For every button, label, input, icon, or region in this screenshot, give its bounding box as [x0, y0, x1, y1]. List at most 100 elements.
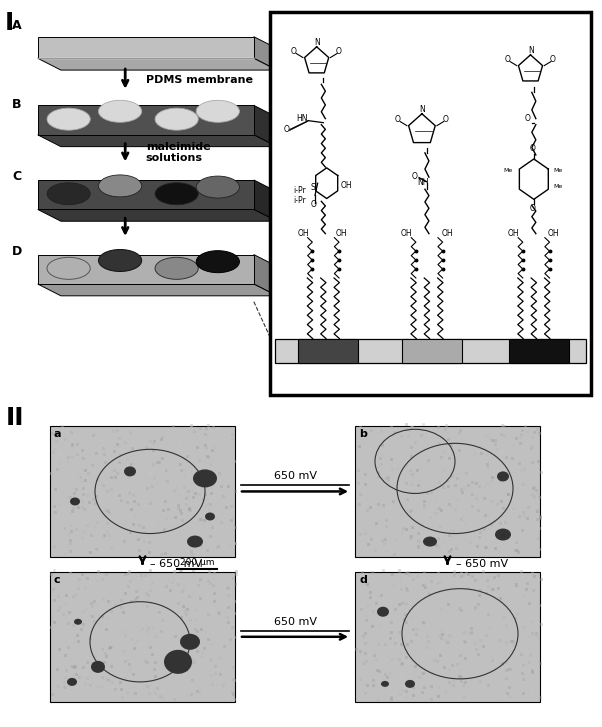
Bar: [163, 528, 166, 531]
Bar: [376, 669, 379, 672]
Bar: [405, 690, 408, 693]
Bar: [370, 430, 373, 433]
Bar: [83, 508, 86, 511]
Bar: [521, 637, 524, 640]
Bar: [409, 518, 412, 521]
Bar: [190, 694, 193, 696]
Bar: [50, 571, 235, 702]
Bar: [479, 638, 482, 642]
Bar: [230, 505, 233, 508]
Bar: [460, 675, 463, 679]
Bar: [203, 505, 206, 508]
Bar: [490, 481, 493, 484]
Bar: [424, 587, 427, 590]
Bar: [431, 622, 434, 624]
Bar: [216, 684, 219, 687]
Bar: [388, 506, 391, 509]
Bar: [412, 628, 415, 631]
Bar: [481, 658, 484, 661]
Bar: [494, 443, 497, 446]
Bar: [165, 469, 168, 472]
Bar: [216, 546, 219, 549]
Bar: [475, 497, 478, 500]
Bar: [76, 587, 79, 590]
Bar: [483, 528, 486, 531]
Bar: [365, 660, 368, 663]
Bar: [471, 493, 474, 496]
Bar: [214, 672, 217, 675]
Bar: [172, 526, 175, 529]
Bar: [210, 474, 213, 477]
Bar: [149, 502, 152, 505]
Bar: [483, 497, 486, 500]
Bar: [404, 460, 407, 463]
Bar: [61, 425, 64, 428]
Bar: [208, 507, 211, 510]
Bar: [409, 446, 412, 449]
Bar: [447, 438, 450, 441]
Bar: [226, 587, 229, 590]
Bar: [114, 473, 117, 475]
Bar: [362, 635, 365, 638]
Bar: [492, 578, 495, 581]
Bar: [167, 507, 170, 510]
Bar: [511, 509, 514, 512]
Bar: [528, 661, 531, 664]
Bar: [191, 569, 194, 571]
Bar: [405, 614, 408, 616]
Bar: [532, 486, 535, 489]
Bar: [382, 504, 385, 507]
Bar: [441, 506, 444, 510]
Bar: [154, 661, 157, 664]
Bar: [391, 467, 394, 471]
Bar: [107, 510, 110, 513]
Bar: [369, 596, 372, 599]
Bar: [151, 582, 154, 585]
Bar: [491, 480, 494, 483]
Bar: [521, 672, 524, 675]
Bar: [394, 642, 397, 645]
Bar: [456, 662, 459, 666]
Bar: [389, 698, 393, 701]
Bar: [152, 442, 155, 445]
Bar: [452, 683, 455, 687]
Bar: [92, 434, 95, 437]
Bar: [196, 650, 199, 653]
Bar: [86, 661, 89, 664]
Bar: [428, 433, 431, 436]
Bar: [405, 481, 408, 485]
Bar: [520, 653, 523, 656]
Bar: [225, 522, 228, 525]
Bar: [474, 452, 477, 455]
Bar: [214, 664, 217, 667]
Bar: [379, 457, 382, 460]
Bar: [365, 619, 368, 622]
Bar: [81, 520, 84, 523]
Bar: [529, 654, 532, 656]
Bar: [523, 514, 526, 517]
Bar: [364, 692, 367, 695]
Bar: [147, 627, 150, 630]
Bar: [414, 441, 417, 444]
Bar: [409, 469, 412, 473]
Bar: [158, 462, 161, 465]
Text: Me: Me: [553, 184, 562, 189]
Bar: [393, 431, 396, 434]
Bar: [536, 509, 539, 512]
Bar: [86, 577, 89, 579]
Bar: [146, 605, 149, 608]
Bar: [451, 664, 454, 667]
Bar: [69, 480, 72, 483]
Text: d: d: [359, 574, 367, 585]
Bar: [459, 588, 462, 591]
Bar: [391, 658, 394, 661]
Bar: [479, 536, 482, 539]
Bar: [479, 680, 482, 683]
Bar: [140, 574, 143, 577]
Bar: [470, 627, 473, 630]
Bar: [218, 612, 221, 615]
Bar: [486, 465, 489, 468]
Bar: [429, 516, 432, 519]
Bar: [63, 602, 66, 605]
Bar: [462, 515, 465, 518]
